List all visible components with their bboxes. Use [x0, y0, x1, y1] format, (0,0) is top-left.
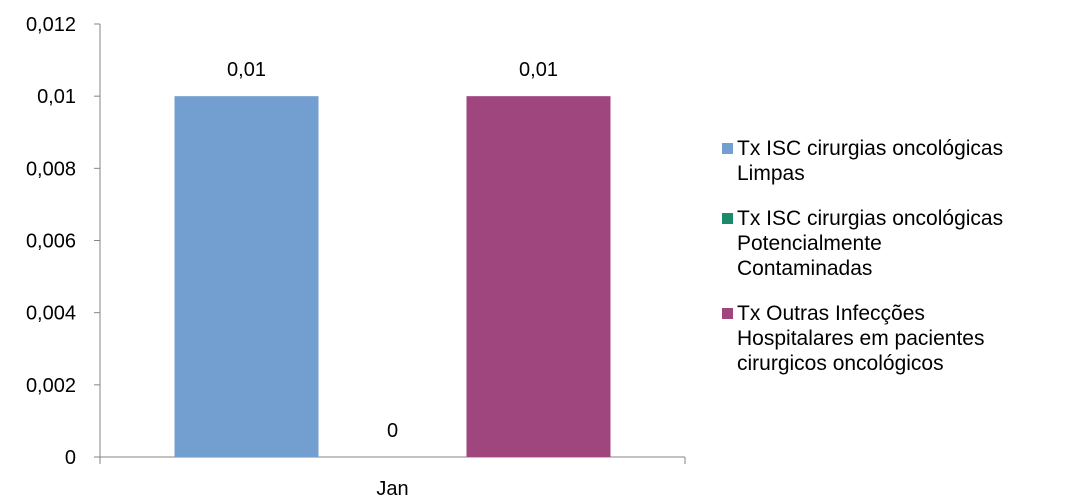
- legend-label-outras-infeccoes: Tx Outras Infecções Hospitalares em paci…: [737, 301, 984, 376]
- legend-label-line: Potencialmente: [737, 232, 882, 255]
- data-label-series-2: 0: [387, 420, 398, 442]
- legend-swatch-potencialmente-contaminadas: [722, 213, 733, 224]
- legend-label-line: Hospitalares em pacientes: [737, 327, 985, 350]
- legend-label-line: Limpas: [737, 162, 805, 185]
- legend-item-potencialmente-contaminadas: Tx ISC cirurgias oncológicas Potencialme…: [722, 206, 1082, 281]
- y-tick-label: 0,002: [26, 375, 76, 397]
- chart-legend: Tx ISC cirurgias oncológicas Limpas Tx I…: [722, 136, 1082, 396]
- data-label-series-1: 0,01: [227, 59, 266, 81]
- chart-bars: [174, 96, 611, 458]
- legend-label-potencialmente-contaminadas: Tx ISC cirurgias oncológicas Potencialme…: [737, 206, 1003, 281]
- legend-swatch-limpas: [722, 143, 733, 154]
- bar-series-1: [174, 96, 319, 458]
- y-tick-label: 0,01: [37, 86, 76, 108]
- legend-label-line: Tx ISC cirurgias oncológicas: [737, 137, 1004, 160]
- legend-label-line: cirurgicos oncológicos: [737, 352, 944, 375]
- bar-series-3: [466, 96, 611, 458]
- y-tick-label: 0,006: [26, 231, 76, 253]
- y-tick-label: 0,004: [26, 303, 76, 325]
- legend-label-line: Tx Outras Infecções: [737, 302, 925, 325]
- y-tick-label: 0,012: [26, 14, 76, 36]
- legend-item-outras-infeccoes: Tx Outras Infecções Hospitalares em paci…: [722, 301, 1082, 376]
- y-tick-label: 0: [65, 447, 76, 469]
- chart-data-labels: 0,01 0 0,01: [227, 59, 558, 442]
- legend-item-limpas: Tx ISC cirurgias oncológicas Limpas: [722, 136, 1082, 186]
- y-tick-label: 0,008: [26, 158, 76, 180]
- x-tick-label: Jan: [376, 478, 408, 495]
- chart-axes: 0 0,002 0,004 0,006 0,008 0,01 0,012 Jan: [26, 14, 686, 495]
- legend-label-limpas: Tx ISC cirurgias oncológicas Limpas: [737, 136, 1003, 186]
- data-label-series-3: 0,01: [519, 59, 558, 81]
- legend-label-line: Tx ISC cirurgias oncológicas: [737, 207, 1004, 230]
- legend-swatch-outras-infeccoes: [722, 308, 733, 319]
- legend-label-line: Contaminadas: [737, 257, 873, 280]
